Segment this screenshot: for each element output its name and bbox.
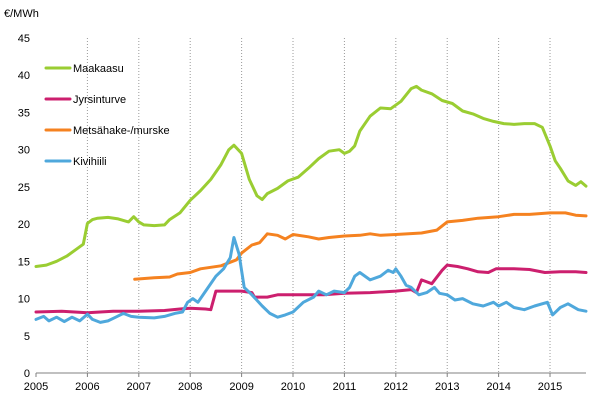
y-tick-label: 40 [18, 70, 30, 82]
series-layer [34, 84, 588, 324]
series-line-maakaasu [34, 84, 588, 268]
y-tick-label: 0 [24, 368, 30, 380]
y-tick-label: 45 [18, 33, 30, 45]
y-tick-label: 20 [18, 219, 30, 231]
x-tick-label: 2005 [24, 381, 48, 393]
x-tick-label: 2009 [229, 381, 253, 393]
x-tick-label: 2011 [333, 381, 357, 393]
series-line-kivihiili [34, 236, 588, 324]
x-tick-label: 2006 [75, 381, 99, 393]
axis-layer: €/MWh 0 5 10 15 20 25 30 35 40 45 2005 2006 2007 2008… [4, 8, 586, 393]
x-tick-label: 2015 [538, 381, 562, 393]
x-tick-label: 2007 [127, 381, 151, 393]
legend-label: Jyrsinturve [73, 94, 126, 106]
y-axis-unit-label: €/MWh [4, 8, 39, 20]
x-tick-label: 2014 [486, 381, 510, 393]
legend-label: Maakaasu [73, 63, 124, 75]
x-tick-label: 2008 [178, 381, 202, 393]
y-tick-label: 15 [18, 256, 30, 268]
y-tick-label: 10 [18, 294, 30, 306]
x-tick-label: 2013 [435, 381, 459, 393]
y-tick-label: 25 [18, 182, 30, 194]
grid-layer [86, 38, 551, 373]
series-line-mets-hake-murske [133, 211, 588, 281]
y-tick-label: 5 [24, 331, 30, 343]
x-tick-label: 2012 [384, 381, 408, 393]
series-line-jyrsinturve [34, 263, 588, 315]
legend: Maakaasu Jyrsinturve Metsähake-/murske Kivi… [44, 63, 170, 168]
x-tick-label: 2010 [281, 381, 305, 393]
legend-label: Metsähake-/murske [73, 125, 170, 137]
y-tick-label: 30 [18, 145, 30, 157]
legend-label: Kivihiili [73, 156, 107, 168]
y-tick-label: 35 [18, 107, 30, 119]
